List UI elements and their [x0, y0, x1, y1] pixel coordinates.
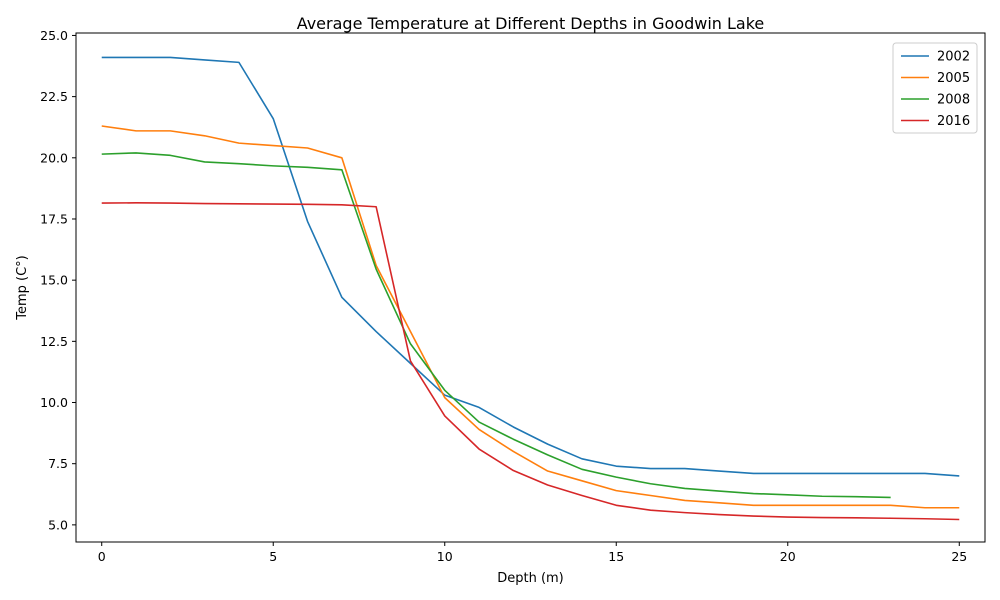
- plot-lines: [101, 56, 960, 521]
- y-tick-label: 15.0: [40, 273, 68, 288]
- y-tick-label: 22.5: [40, 89, 68, 104]
- x-tick-label: 10: [437, 549, 453, 564]
- legend-label-2008: 2008: [937, 93, 970, 108]
- legend-label-2002: 2002: [937, 50, 970, 65]
- x-tick-label: 25: [951, 549, 967, 564]
- series-line-2005: [101, 125, 960, 509]
- series-line-2002: [101, 56, 960, 477]
- y-tick-label: 17.5: [40, 211, 68, 226]
- y-tick-label: 7.5: [48, 456, 68, 471]
- y-axis-label: Temp (C°): [15, 255, 30, 321]
- chart-title: Average Temperature at Different Depths …: [297, 14, 765, 33]
- legend: 2002 2005 2008 2016: [892, 42, 978, 134]
- y-tick-label: 5.0: [48, 517, 68, 532]
- legend-box: [892, 42, 978, 134]
- y-tick-label: 10.0: [40, 395, 68, 410]
- legend-label-2016: 2016: [937, 114, 970, 129]
- x-tick-label: 5: [269, 549, 277, 564]
- y-tick-label: 20.0: [40, 150, 68, 165]
- y-axis-ticks: 5.0 7.5 10.0 12.5 15.0 17.5 20.0 22.5 25.0: [40, 28, 76, 532]
- x-axis-ticks: 0 5 10 15 20 25: [98, 542, 967, 564]
- y-tick-label: 12.5: [40, 334, 68, 349]
- x-tick-label: 15: [608, 549, 624, 564]
- legend-label-2005: 2005: [937, 71, 970, 86]
- series-line-2016: [101, 202, 960, 521]
- x-tick-label: 0: [98, 549, 106, 564]
- series-line-2008: [101, 152, 891, 499]
- plot-frame: [75, 32, 986, 543]
- x-tick-label: 20: [780, 549, 796, 564]
- y-tick-label: 25.0: [40, 28, 68, 43]
- x-axis-label: Depth (m): [497, 571, 564, 586]
